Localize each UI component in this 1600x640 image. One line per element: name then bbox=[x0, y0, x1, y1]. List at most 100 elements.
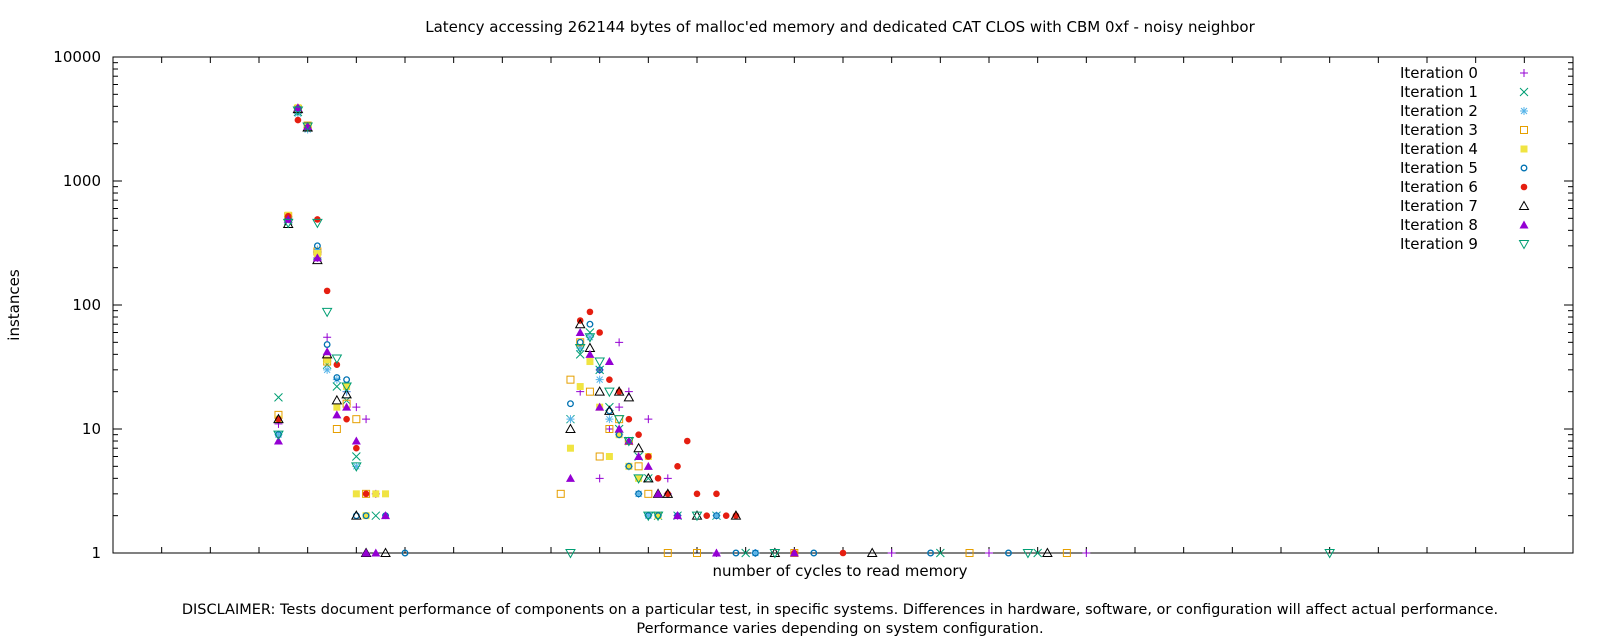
x-axis-ticks bbox=[112, 57, 1574, 553]
data-point bbox=[615, 431, 623, 439]
data-point bbox=[341, 382, 352, 393]
data-point bbox=[1033, 548, 1043, 558]
data-point bbox=[362, 415, 371, 424]
data-point bbox=[576, 338, 584, 346]
data-point bbox=[321, 307, 333, 318]
data-point bbox=[594, 357, 606, 368]
legend-label: Iteration 8 bbox=[1400, 216, 1478, 234]
data-point bbox=[663, 549, 672, 557]
data-point bbox=[652, 511, 664, 522]
y-tick-label: 10 bbox=[82, 420, 101, 438]
data-point bbox=[935, 548, 945, 558]
data-point bbox=[331, 354, 343, 365]
data-point bbox=[313, 242, 321, 250]
data-point bbox=[584, 333, 596, 343]
data-point bbox=[313, 245, 322, 254]
data-point bbox=[635, 490, 643, 498]
data-point bbox=[674, 463, 681, 470]
data-point bbox=[635, 431, 642, 438]
data-point bbox=[585, 333, 594, 342]
legend-marker bbox=[1520, 145, 1528, 153]
data-point bbox=[751, 549, 759, 557]
data-point bbox=[352, 490, 360, 498]
data-point bbox=[741, 548, 751, 558]
data-point bbox=[585, 387, 594, 396]
data-point bbox=[566, 415, 575, 424]
legend-label: Iteration 7 bbox=[1400, 197, 1478, 215]
data-point bbox=[691, 511, 703, 522]
series-8 bbox=[273, 103, 799, 557]
y-axis-label: instances bbox=[5, 269, 23, 341]
data-point bbox=[343, 383, 351, 391]
data-point bbox=[371, 511, 381, 521]
data-point bbox=[342, 402, 352, 411]
legend-marker bbox=[1520, 164, 1528, 172]
series-2 bbox=[274, 109, 760, 557]
data-point bbox=[615, 338, 624, 347]
data-point bbox=[693, 490, 701, 498]
data-point bbox=[623, 437, 635, 447]
legend-label: Iteration 5 bbox=[1400, 159, 1478, 177]
data-point bbox=[595, 402, 605, 411]
data-point bbox=[605, 415, 614, 424]
data-point bbox=[605, 425, 614, 433]
data-point bbox=[722, 512, 730, 519]
data-point bbox=[382, 490, 390, 498]
data-point bbox=[713, 490, 720, 498]
data-point bbox=[594, 386, 606, 396]
data-point bbox=[574, 318, 586, 329]
data-point bbox=[333, 403, 341, 411]
data-point bbox=[789, 548, 799, 557]
data-point bbox=[585, 349, 595, 358]
data-point bbox=[332, 410, 342, 419]
data-point bbox=[613, 415, 625, 425]
disclaimer-line-2: Performance varies depending on system c… bbox=[636, 621, 1043, 637]
data-point bbox=[595, 375, 604, 384]
data-point bbox=[353, 444, 360, 452]
data-point bbox=[372, 490, 380, 498]
data-point bbox=[683, 437, 691, 445]
data-point bbox=[1005, 549, 1012, 557]
data-point bbox=[576, 338, 585, 347]
data-point bbox=[866, 547, 878, 557]
data-point bbox=[595, 474, 604, 483]
data-point bbox=[613, 386, 625, 396]
data-point bbox=[711, 548, 721, 557]
data-point bbox=[634, 462, 643, 471]
data-point bbox=[350, 510, 362, 520]
legend-label: Iteration 3 bbox=[1400, 121, 1478, 139]
series-3 bbox=[274, 105, 1071, 557]
data-point bbox=[644, 511, 653, 520]
y-tick-label: 1000 bbox=[63, 172, 101, 190]
data-points bbox=[273, 103, 1336, 559]
data-point bbox=[293, 109, 302, 118]
legend-marker bbox=[1519, 87, 1529, 97]
data-point bbox=[673, 511, 683, 520]
data-point bbox=[381, 511, 391, 520]
data-point bbox=[371, 548, 381, 557]
data-point bbox=[633, 474, 644, 484]
data-point bbox=[574, 344, 586, 354]
data-point bbox=[654, 512, 662, 520]
data-point bbox=[730, 510, 742, 520]
data-point bbox=[323, 365, 332, 374]
data-point bbox=[604, 357, 614, 366]
data-point bbox=[332, 425, 341, 433]
data-point bbox=[351, 436, 361, 445]
data-point bbox=[576, 383, 584, 391]
data-point bbox=[654, 475, 662, 482]
data-point bbox=[343, 376, 351, 384]
data-point bbox=[362, 512, 370, 520]
y-tick-label: 100 bbox=[72, 296, 101, 314]
data-point bbox=[1042, 547, 1053, 557]
legend-marker bbox=[1518, 240, 1530, 250]
data-point bbox=[322, 347, 332, 356]
data-point bbox=[312, 218, 323, 229]
data-point bbox=[352, 415, 361, 424]
data-point bbox=[625, 415, 633, 423]
data-point bbox=[839, 549, 847, 557]
data-point bbox=[623, 391, 635, 402]
data-point bbox=[333, 361, 341, 369]
data-point bbox=[567, 400, 574, 408]
